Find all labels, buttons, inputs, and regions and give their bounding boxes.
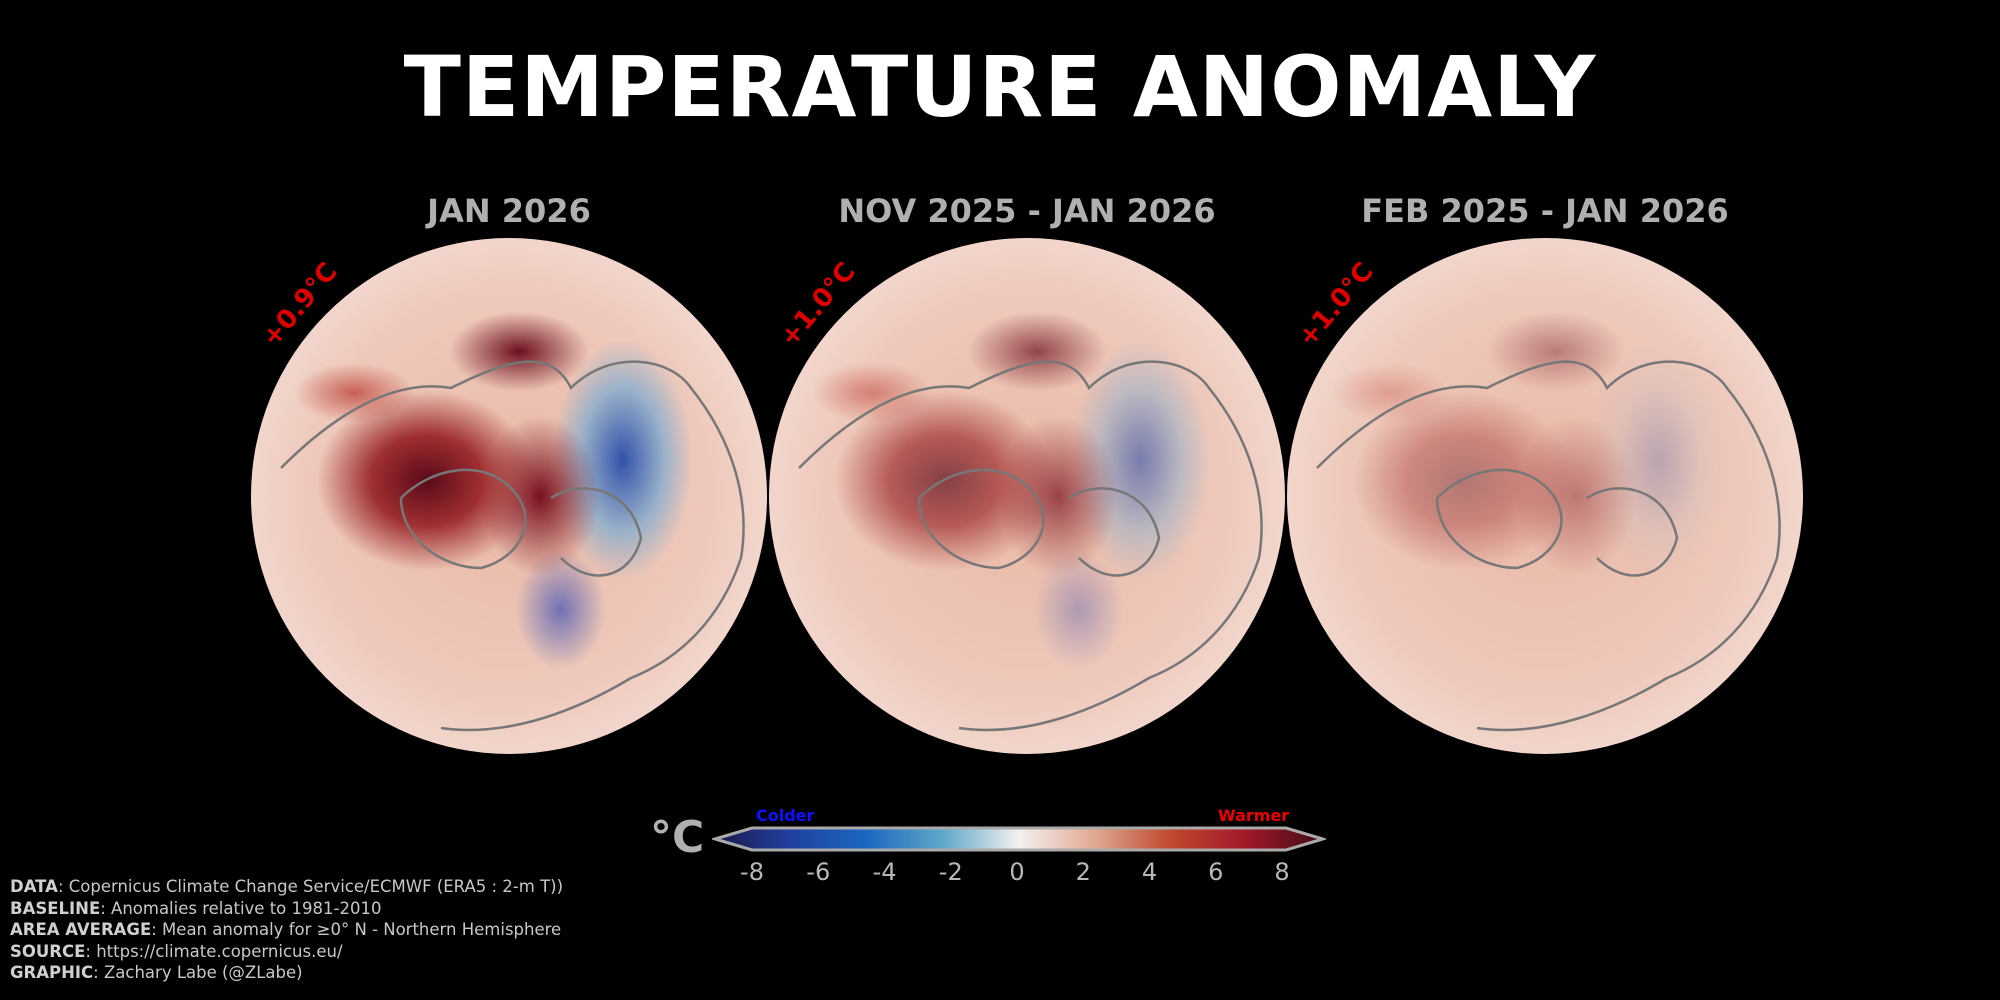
panel-3-title: FEB 2025 - JAN 2026: [1361, 192, 1729, 230]
colorbar-tick: -2: [938, 858, 963, 886]
footer-text: : Mean anomaly for ≥0° N - Northern Hemi…: [151, 920, 562, 939]
footer-line: AREA AVERAGE: Mean anomaly for ≥0° N - N…: [10, 919, 563, 941]
footer-key: BASELINE: [10, 898, 101, 918]
coastline-outline: [1316, 360, 1781, 732]
colorbar-unit: °C: [650, 812, 705, 863]
footer-line: GRAPHIC: Zachary Labe (@ZLabe): [10, 962, 563, 984]
colorbar-tick: 0: [1009, 858, 1025, 886]
colorbar-tick: -8: [740, 858, 764, 886]
colorbar-tick: -6: [806, 858, 831, 886]
colorbar-tick: 2: [1075, 858, 1091, 886]
colorbar-body: [712, 826, 1326, 852]
footer-key: GRAPHIC: [10, 963, 94, 982]
footer-key: DATA: [10, 877, 58, 896]
panel-2-title: NOV 2025 - JAN 2026: [838, 192, 1216, 230]
footer-text: : Anomalies relative to 1981-2010: [100, 898, 382, 918]
globe-map-jan-2026: [251, 238, 767, 754]
panel-1-title: JAN 2026: [427, 192, 591, 230]
globe-map-feb-jan: [1287, 238, 1803, 754]
footer-line: SOURCE: https://climate.copernicus.eu/: [10, 941, 563, 963]
footer-key: AREA AVERAGE: [10, 920, 152, 939]
footer-line: DATA: Copernicus Climate Change Service/…: [10, 876, 563, 898]
coastline-outline: [280, 360, 745, 732]
footer-text: : Zachary Labe (@ZLabe): [93, 963, 303, 982]
globe-map-nov-jan: [769, 238, 1285, 754]
colorbar-tick: -4: [872, 858, 897, 886]
footer-credits: DATA: Copernicus Climate Change Service/…: [10, 876, 563, 984]
colorbar-tick: 6: [1208, 858, 1224, 886]
footer-text: : https://climate.copernicus.eu/: [85, 941, 343, 961]
colder-label: Colder: [756, 806, 815, 825]
coastline-outline: [798, 360, 1263, 732]
colorbar-tick: 4: [1141, 858, 1158, 886]
main-title: TEMPERATURE ANOMALY: [403, 38, 1597, 136]
footer-text: : Copernicus Climate Change Service/ECMW…: [57, 877, 564, 896]
colorbar-tick: 8: [1274, 858, 1290, 886]
footer-line: BASELINE: Anomalies relative to 1981-201…: [10, 898, 563, 920]
colorbar: [712, 826, 1326, 852]
footer-key: SOURCE: [10, 941, 86, 961]
warmer-label: Warmer: [1218, 806, 1290, 825]
